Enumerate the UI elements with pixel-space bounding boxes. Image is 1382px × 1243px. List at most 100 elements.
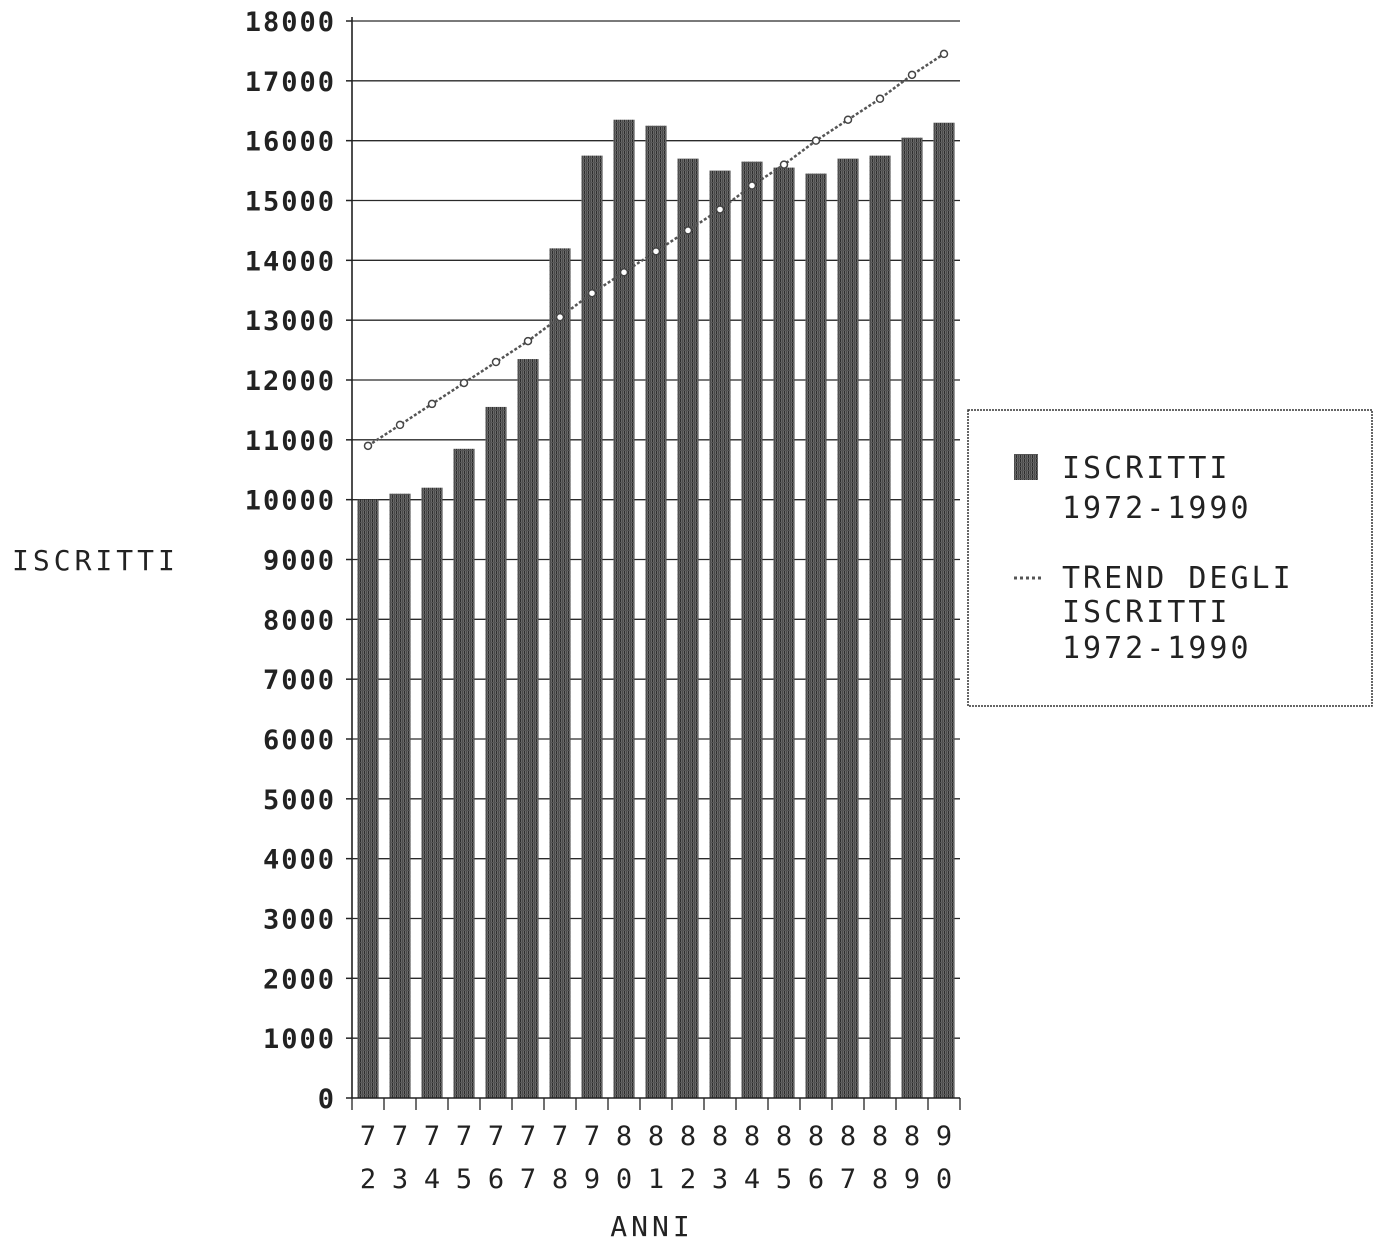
bar-86 <box>805 173 827 1098</box>
x-tick-label-82-year: 2 <box>680 1164 696 1195</box>
x-tick-label-81-year: 1 <box>648 1164 664 1195</box>
x-tick-label-83-decade: 8 <box>712 1121 728 1152</box>
trend-point-84 <box>747 181 757 190</box>
bar-84 <box>741 161 763 1098</box>
y-tick-label-7000: 7000 <box>263 665 336 696</box>
x-tick-label-86-year: 6 <box>808 1164 824 1195</box>
x-tick-label-75-year: 5 <box>456 1164 472 1195</box>
bar-79 <box>581 155 603 1098</box>
y-tick-label-12000: 12000 <box>245 366 336 397</box>
bar-73 <box>389 493 411 1098</box>
trend-point-82 <box>683 226 693 235</box>
x-tick-label-79-decade: 7 <box>584 1121 600 1152</box>
bar-78 <box>549 248 571 1098</box>
bar-81 <box>645 125 667 1099</box>
trend-point-79 <box>587 288 597 298</box>
y-tick-label-6000: 6000 <box>263 725 336 756</box>
trend-point-83 <box>715 205 725 214</box>
trend-point-86 <box>811 136 821 145</box>
x-tick-label-87-year: 7 <box>840 1164 856 1195</box>
x-tick-label-73-year: 3 <box>392 1164 408 1195</box>
y-tick-label-11000: 11000 <box>245 426 336 457</box>
bar-80 <box>613 119 635 1099</box>
y-tick-label-16000: 16000 <box>245 127 336 158</box>
x-tick-label-81-decade: 8 <box>648 1121 664 1152</box>
trend-point-73 <box>395 420 405 430</box>
x-tick-label-76-decade: 7 <box>488 1121 504 1152</box>
x-tick-label-89-decade: 8 <box>904 1121 920 1152</box>
y-tick-label-9000: 9000 <box>263 546 336 577</box>
trend-point-81 <box>651 247 661 256</box>
y-tick-label-1000: 1000 <box>263 1024 336 1055</box>
bar-76 <box>485 406 507 1098</box>
y-tick-label-14000: 14000 <box>245 246 336 277</box>
legend-line-label-line2: ISCRITTI <box>1062 595 1231 630</box>
x-tick-label-90-decade: 9 <box>936 1121 952 1152</box>
x-tick-label-74-year: 4 <box>424 1164 440 1195</box>
y-axis-label: ISCRITTI <box>12 544 179 577</box>
x-tick-label-78-year: 8 <box>552 1164 568 1195</box>
y-tick-label-0: 0 <box>318 1084 336 1115</box>
y-tick-label-2000: 2000 <box>263 964 336 995</box>
x-tick-label-77-year: 7 <box>520 1164 536 1195</box>
x-tick-label-88-year: 8 <box>872 1164 888 1195</box>
bar-83 <box>709 170 731 1099</box>
x-tick-label-73-decade: 7 <box>392 1121 408 1152</box>
legend-bar-swatch <box>1014 454 1038 480</box>
legend-bar-label-line1: ISCRITTI <box>1062 451 1231 486</box>
legend: ISCRITTI 1972-1990 TREND DEGLI ISCRITTI … <box>967 409 1373 707</box>
trend-point-75 <box>459 378 469 388</box>
trend-point-88 <box>875 94 885 104</box>
x-tick-label-86-decade: 8 <box>808 1121 824 1152</box>
bar-series <box>357 119 955 1099</box>
bar-72 <box>357 499 379 1099</box>
trend-point-74 <box>427 399 437 409</box>
x-tick-label-85-decade: 8 <box>776 1121 792 1152</box>
x-tick-label-78-decade: 7 <box>552 1121 568 1152</box>
y-tick-label-15000: 15000 <box>245 187 336 218</box>
trend-point-78 <box>555 312 565 322</box>
y-tick-label-17000: 17000 <box>245 67 336 98</box>
x-tick-label-87-decade: 8 <box>840 1121 856 1152</box>
bar-82 <box>677 158 699 1098</box>
bar-89 <box>901 137 923 1099</box>
x-tick-label-72-decade: 7 <box>360 1121 376 1152</box>
trend-point-89 <box>907 70 917 80</box>
x-tick-label-80-decade: 8 <box>616 1121 632 1152</box>
x-tick-label-90-year: 0 <box>936 1164 952 1195</box>
x-tick-label-85-year: 5 <box>776 1164 792 1195</box>
trend-point-85 <box>779 160 789 169</box>
y-tick-label-5000: 5000 <box>263 785 336 816</box>
trend-point-87 <box>843 115 853 124</box>
trend-series <box>363 49 949 451</box>
x-tick-label-84-decade: 8 <box>744 1121 760 1152</box>
x-tick-label-79-year: 9 <box>584 1164 600 1195</box>
x-tick-label-77-decade: 7 <box>520 1121 536 1152</box>
bar-74 <box>421 487 443 1098</box>
x-tick-label-83-year: 3 <box>712 1164 728 1195</box>
bar-87 <box>837 158 859 1098</box>
y-tick-label-10000: 10000 <box>245 486 336 517</box>
y-tick-label-13000: 13000 <box>245 306 336 337</box>
x-tick-label-88-decade: 8 <box>872 1121 888 1152</box>
bar-90 <box>933 122 955 1098</box>
trend-point-76 <box>491 357 501 367</box>
x-tick-label-74-decade: 7 <box>424 1121 440 1152</box>
y-tick-label-4000: 4000 <box>263 845 336 876</box>
y-tick-label-3000: 3000 <box>263 905 336 936</box>
x-tick-label-72-year: 2 <box>360 1164 376 1195</box>
legend-bar-label-line2: 1972-1990 <box>1062 491 1252 526</box>
x-tick-label-75-decade: 7 <box>456 1121 472 1152</box>
x-tick-label-82-decade: 8 <box>680 1121 696 1152</box>
x-tick-label-84-year: 4 <box>744 1164 760 1195</box>
y-tick-label-8000: 8000 <box>263 605 336 636</box>
legend-line-label-line3: 1972-1990 <box>1062 631 1252 666</box>
trend-point-77 <box>523 336 533 346</box>
tick-labels: 0100020003000400050006000700080009000100… <box>245 7 952 1195</box>
x-axis-label: ANNI <box>610 1210 693 1243</box>
legend-line-label-line1: TREND DEGLI <box>1062 561 1294 596</box>
x-tick-label-80-year: 0 <box>616 1164 632 1195</box>
bar-85 <box>773 167 795 1098</box>
bar-77 <box>517 359 539 1098</box>
